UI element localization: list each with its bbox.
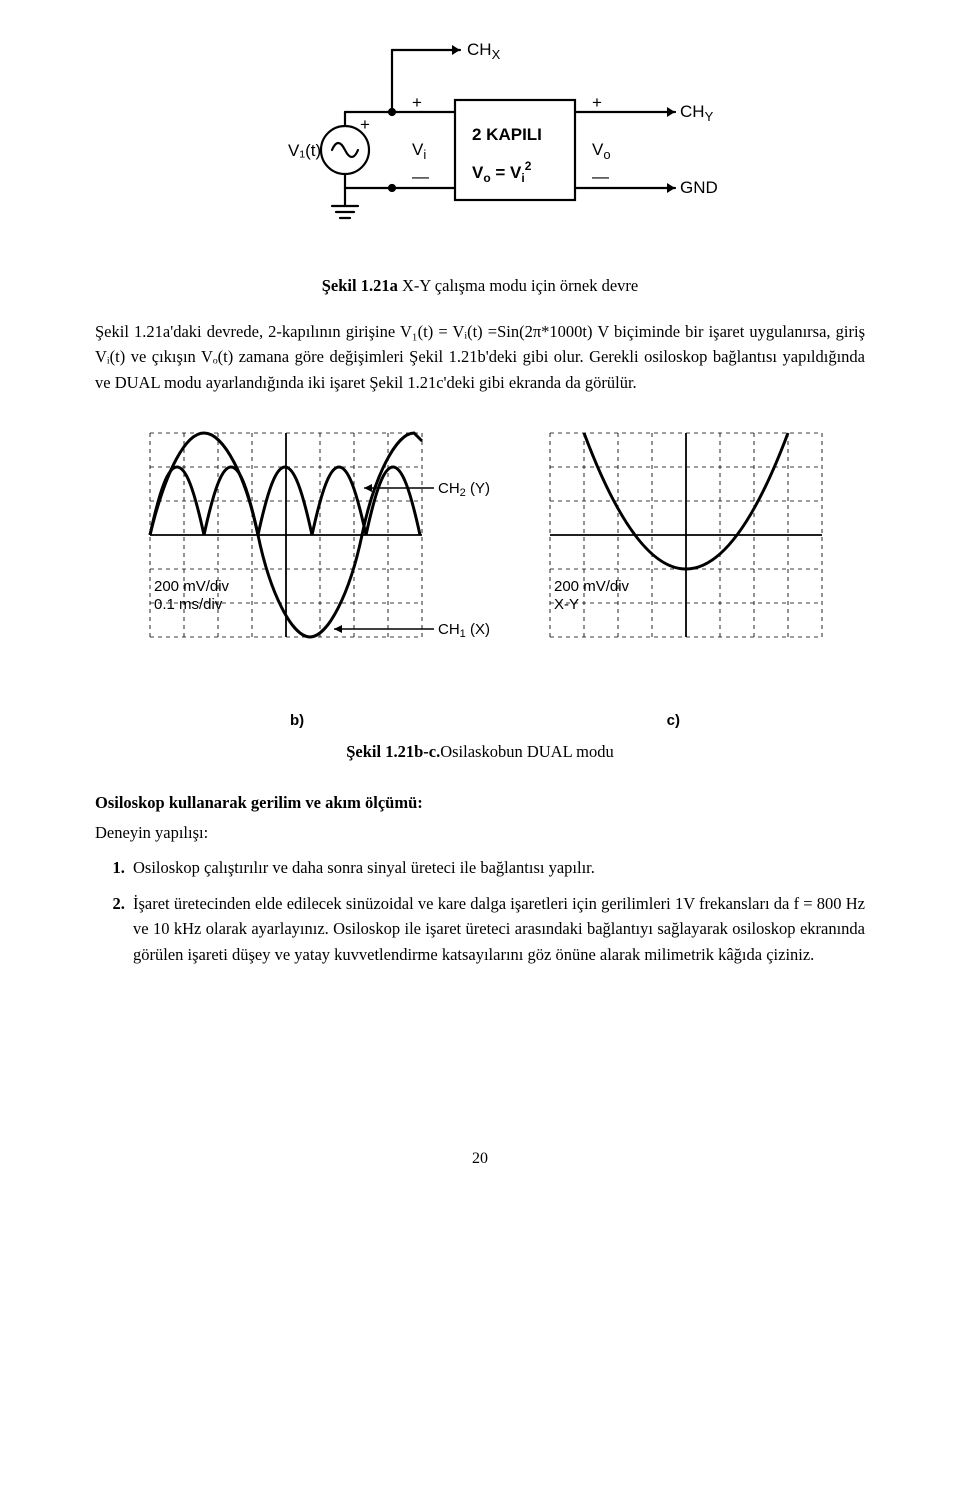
subhead: Deneyin yapılışı: — [95, 820, 865, 846]
scope-caption: Şekil 1.21b-c.Osilaskobun DUAL modu — [95, 739, 865, 765]
vi-label: Vi — [412, 140, 426, 162]
page-number: 20 — [95, 1147, 865, 1172]
panel-b-text2: 0.1 ms/div — [154, 596, 223, 613]
v1t-label: V₁(t) — [288, 141, 321, 160]
ch2-label: CH2 (Y) — [438, 480, 490, 499]
vi-minus: — — [412, 167, 429, 186]
vi-plus: + — [412, 93, 422, 112]
paragraph-main: Şekil 1.21a'daki devrede, 2-kapılının gi… — [95, 319, 865, 396]
panel-b-text1: 200 mV/div — [154, 578, 230, 595]
panel-c-text2: X-Y — [554, 596, 579, 613]
circuit-caption: Şekil 1.21a X-Y çalışma modu için örnek … — [95, 273, 865, 299]
box-top-text: 2 KAPILI — [472, 125, 542, 144]
plus-src: + — [360, 115, 370, 134]
panel-c-text1: 200 mV/div — [554, 578, 630, 595]
step-1: Osiloskop çalıştırılır ve daha sonra sin… — [129, 855, 865, 881]
step-2: İşaret üretecinden elde edilecek sinüzoi… — [129, 891, 865, 968]
vo-label: Vo — [592, 140, 611, 162]
section-title: Osiloskop kullanarak gerilim ve akım ölç… — [95, 790, 865, 816]
under-label-c: c) — [667, 709, 680, 732]
vo-plus: + — [592, 93, 602, 112]
ch1-label: CH1 (X) — [438, 621, 490, 640]
scope-panels: CH2 (Y) CH1 (X) 200 mV/div 0.1 ms/div — [130, 413, 830, 703]
vo-minus: — — [592, 167, 609, 186]
chx-label: CHX — [467, 40, 501, 62]
under-label-b: b) — [290, 709, 304, 732]
gnd-label: GND — [680, 178, 718, 197]
chy-label: CHY — [680, 102, 714, 124]
circuit-diagram: CHX CHY GND V₁(t) + + Vi — + Vo — 2 KAPI… — [240, 40, 720, 255]
